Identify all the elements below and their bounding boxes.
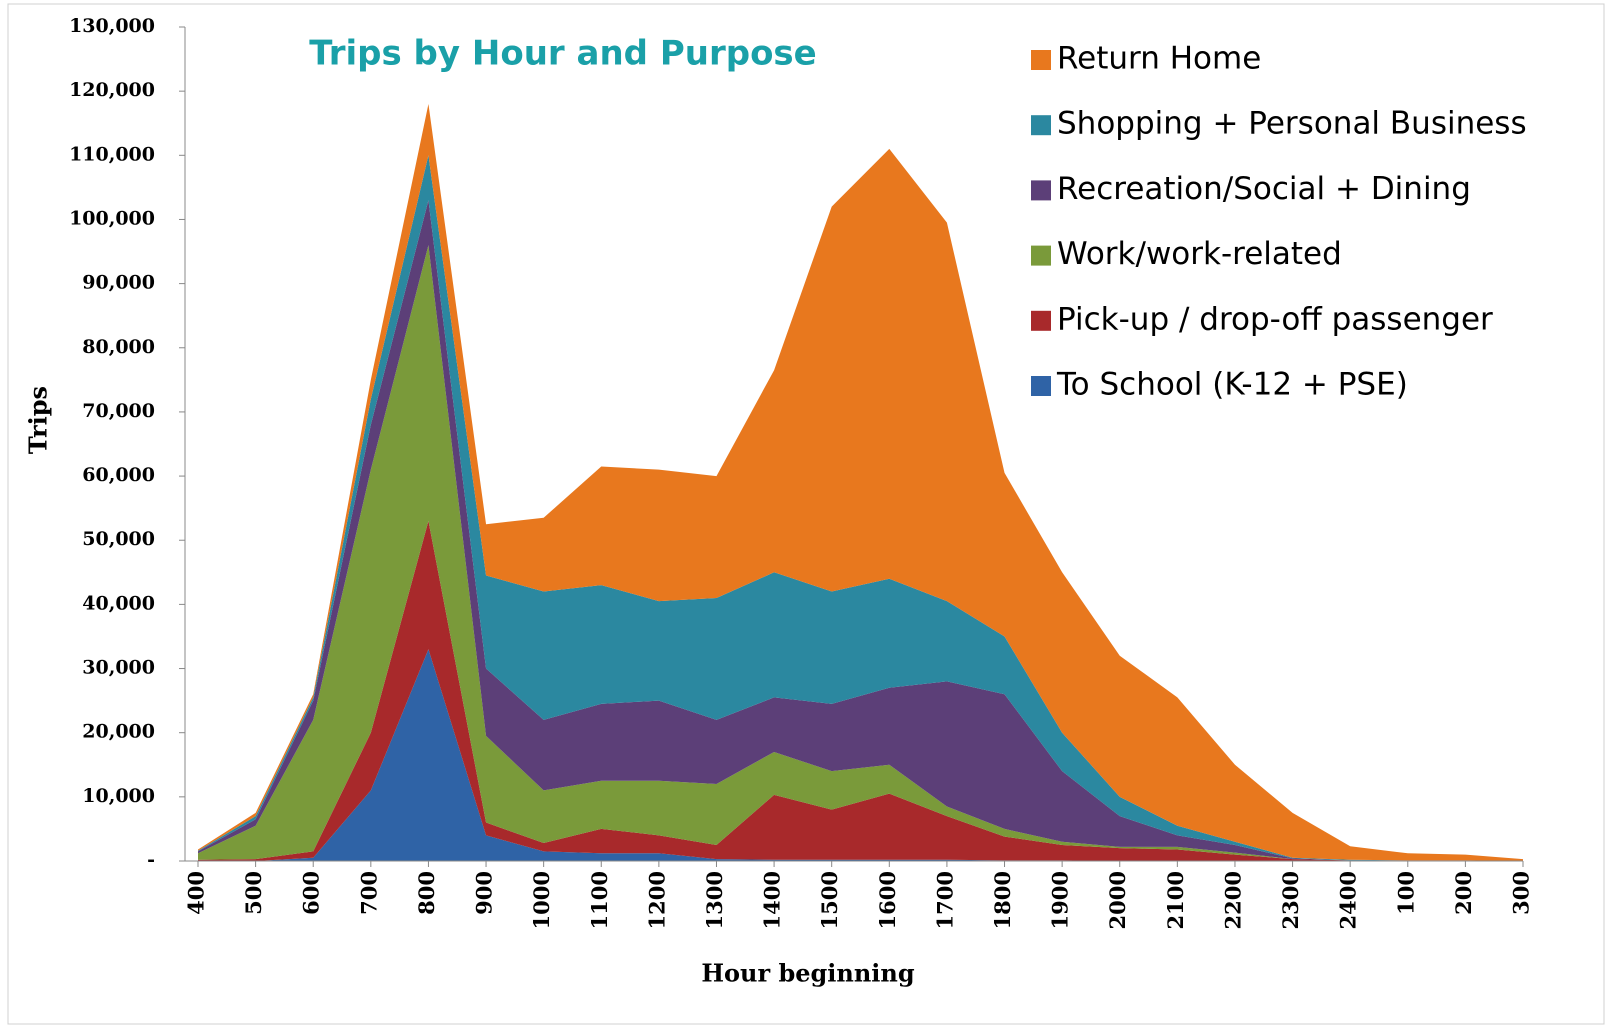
chart-title: Trips by Hour and Purpose: [309, 34, 816, 74]
y-tick-label: 10,000: [82, 785, 155, 807]
y-axis-label: Trips: [24, 386, 53, 454]
area: [198, 103, 1523, 861]
y-tick-label: 80,000: [82, 336, 155, 358]
area: [198, 200, 1523, 861]
area: [198, 155, 1523, 862]
x-tick-label: 100: [1393, 871, 1418, 915]
y-tick-label: -: [147, 849, 155, 871]
x-tick-label: 1300: [702, 871, 727, 929]
x-tick-label: 1100: [587, 871, 612, 929]
x-tick-label: 1500: [817, 871, 842, 929]
x-tick-label: 1400: [760, 871, 785, 929]
area: [198, 520, 1523, 861]
x-tick-label: 2000: [1105, 871, 1130, 929]
x-tick-label: 1700: [932, 871, 957, 929]
x-tick-label: 1800: [990, 871, 1015, 929]
area: [198, 245, 1523, 862]
x-tick-label: 2200: [1220, 871, 1245, 929]
legend-label: Return Home: [1057, 41, 1261, 77]
legend-label: Work/work-related: [1057, 236, 1342, 272]
area: [198, 649, 1523, 861]
y-tick-label: 130,000: [69, 15, 155, 37]
y-tick-label: 40,000: [82, 592, 155, 614]
x-tick-label: 1000: [529, 871, 554, 929]
y-tick-label: 60,000: [82, 464, 155, 486]
legend-swatch: [1031, 376, 1051, 396]
legend-label: Shopping + Personal Business: [1057, 106, 1527, 142]
x-tick-label: 600: [299, 871, 324, 915]
legend-swatch: [1031, 115, 1051, 136]
y-tick-label: 110,000: [69, 143, 155, 165]
x-tick-label: 2400: [1336, 871, 1361, 929]
legend-swatch: [1031, 310, 1051, 331]
y-tick-label: 70,000: [82, 400, 155, 422]
x-tick-label: 1600: [875, 871, 900, 929]
y-tick-label: 30,000: [82, 657, 155, 679]
x-tick-label: 200: [1451, 871, 1476, 915]
x-axis-label: Hour beginning: [701, 959, 915, 988]
legend-label: Recreation/Social + Dining: [1057, 171, 1471, 207]
legend-swatch: [1031, 50, 1051, 70]
y-tick-label: 20,000: [82, 721, 155, 743]
x-tick-label: 2300: [1278, 871, 1303, 929]
x-tick-label: 400: [184, 871, 209, 915]
x-tick-label: 1900: [1048, 871, 1073, 929]
x-tick-label: 700: [356, 871, 381, 915]
legend-swatch: [1031, 180, 1051, 201]
x-tick-label: 1200: [644, 871, 669, 929]
x-tick-label: 800: [414, 871, 439, 915]
y-tick-label: 100,000: [69, 207, 155, 229]
x-tick-label: 500: [241, 871, 266, 915]
x-tick-label: 900: [472, 871, 497, 915]
y-tick-label: 90,000: [82, 272, 155, 294]
x-tick-label: 300: [1509, 871, 1534, 915]
x-tick-label: 2100: [1163, 871, 1188, 929]
y-tick-label: 120,000: [69, 79, 155, 101]
legend-label: Pick-up / drop-off passenger: [1057, 301, 1493, 337]
legend-swatch: [1031, 245, 1051, 266]
y-tick-label: 50,000: [82, 528, 155, 550]
legend-label: To School (K-12 + PSE): [1056, 367, 1408, 403]
